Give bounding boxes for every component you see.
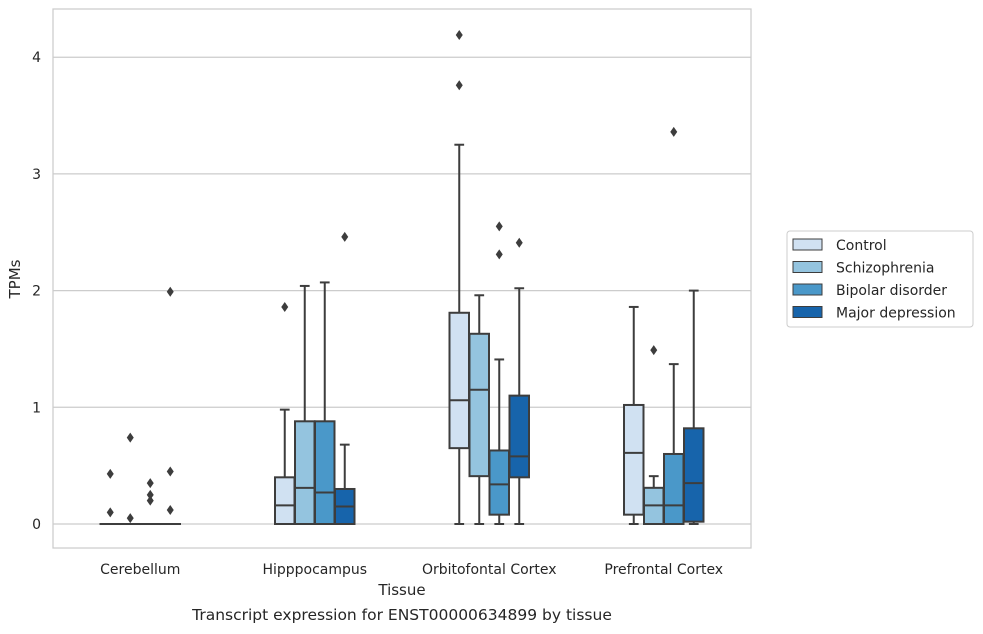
y-tick-label: 1 [32,400,41,416]
box-layer [99,30,705,526]
outlier-point [166,504,174,515]
x-tick-label: Cerebellum [100,562,180,578]
outlier-point [650,345,658,356]
outlier-point [146,478,154,489]
y-tick-label: 4 [32,50,41,66]
box-bipolar-disorder [314,281,336,525]
box-body [683,427,705,523]
outlier-point [166,466,174,477]
grid-lines [53,56,751,525]
x-axis-label: Tissue [377,581,425,599]
outlier-point [495,221,503,232]
box-major-depression [159,286,181,526]
outlier-point [515,237,523,248]
box-major-depression [683,289,705,525]
outlier-point [341,231,349,242]
box-body [488,449,510,516]
legend-swatch [792,283,823,296]
legend-label: Schizophrenia [836,261,934,277]
legend-label: Major depression [836,306,956,322]
outlier-point [166,286,174,297]
outlier-point [146,495,154,506]
box-body [663,452,685,526]
x-tick-label: Hipppocampus [262,562,367,578]
outlier-point [281,301,289,312]
plot-frame [52,8,752,549]
y-tick-label: 3 [32,167,41,183]
outlier-point [455,80,463,91]
legend-label: Bipolar disorder [836,283,947,299]
box-bipolar-disorder [488,221,510,525]
legend-swatch [792,238,823,251]
box-body [448,311,470,450]
box-body [468,332,490,478]
box-control [274,301,296,526]
outlier-point [106,507,114,518]
outlier-point [146,489,154,500]
outlier-point [670,126,678,137]
box-body [314,420,336,525]
box-schizophrenia [468,294,490,525]
outlier-point [106,468,114,479]
legend: Control Schizophrenia Bipolar disorder Majo… [786,230,974,328]
outlier-point [126,513,134,524]
outlier-point [126,432,134,443]
x-tick-label: Prefrontal Cortex [604,562,723,578]
box-major-depression [334,231,356,525]
legend-swatch [792,261,823,273]
box-body [294,420,316,525]
y-tick-label: 0 [32,517,41,533]
box-bipolar-disorder [139,478,161,526]
x-axis-ticks: Cerebellum Hipppocampus Orbitofontal Corte… [100,562,723,578]
y-axis-label: TPMs [6,259,24,299]
box-schizophrenia [294,284,316,525]
box-schizophrenia [643,345,665,525]
x-tick-label: Orbitofontal Cortex [422,562,557,578]
y-tick-label: 2 [32,284,41,300]
box-control [623,305,645,525]
legend-label: Control [836,238,887,254]
box-schizophrenia [119,432,141,526]
chart-caption: Transcript expression for ENST0000063489… [192,606,612,624]
outlier-point [455,30,463,41]
outlier-point [495,249,503,260]
box-bipolar-disorder [663,126,685,526]
box-body [274,476,296,526]
legend-frame [786,230,974,328]
legend-items: Control Schizophrenia Bipolar disorder Majo… [792,238,956,322]
box-control [448,30,470,525]
y-axis-ticks: 0 1 2 3 4 [32,50,41,533]
box-major-depression [508,237,530,525]
box-body [508,394,530,479]
box-control [99,468,121,526]
box-body [623,403,645,516]
legend-swatch [792,306,823,318]
